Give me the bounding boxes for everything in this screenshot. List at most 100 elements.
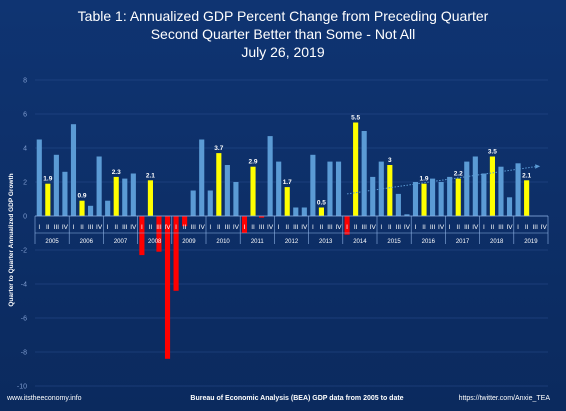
bar	[430, 178, 436, 216]
bar	[318, 207, 324, 216]
bar	[113, 176, 119, 216]
quarter-label: III	[190, 224, 196, 231]
quarter-label: I	[278, 224, 280, 231]
year-label: 2006	[80, 239, 94, 245]
bar	[472, 156, 478, 216]
quarter-label: II	[114, 224, 118, 231]
data-label: 3.7	[214, 145, 223, 152]
trendline	[347, 164, 541, 195]
quarter-label: II	[422, 224, 426, 231]
bar	[182, 216, 188, 227]
bar	[130, 173, 136, 216]
bar	[293, 207, 299, 216]
bar	[173, 216, 179, 291]
bar	[404, 214, 410, 216]
bar	[438, 182, 444, 216]
quarter-label: IV	[472, 224, 479, 231]
y-tick-label: 6	[23, 112, 27, 119]
quarter-label: III	[225, 224, 231, 231]
quarter-label: IV	[164, 224, 171, 231]
quarter-label: II	[46, 224, 50, 231]
quarter-label: II	[491, 224, 495, 231]
bar	[387, 165, 393, 216]
bar-series	[36, 122, 530, 359]
quarter-label: III	[259, 224, 265, 231]
footer-website: www.itstheeconomy.info	[6, 395, 82, 402]
quarter-label: II	[183, 224, 187, 231]
quarter-label: II	[149, 224, 153, 231]
bar	[335, 161, 342, 216]
bar	[241, 216, 248, 233]
quarter-label: I	[209, 224, 211, 231]
bar	[250, 166, 256, 216]
bar	[79, 200, 85, 216]
quarter-label: IV	[541, 224, 548, 231]
bar	[344, 216, 350, 235]
quarter-label: III	[293, 224, 299, 231]
quarter-label: I	[483, 224, 485, 231]
footer-twitter: https://twitter.com/Anxie_TEA	[459, 395, 551, 402]
data-label: 1.7	[283, 179, 292, 186]
year-label: 2007	[114, 239, 128, 245]
bar	[481, 173, 487, 216]
bar	[464, 161, 470, 216]
bar	[233, 182, 239, 216]
data-label: 0.5	[317, 200, 326, 207]
data-label: 2.2	[454, 171, 463, 178]
y-axis-ticks: 8 6 4 2 0 -2 -4 -6 -8 -10	[17, 78, 27, 391]
quarter-label: II	[217, 224, 221, 231]
bar	[224, 165, 230, 216]
data-label: 3.5	[488, 149, 497, 156]
year-label: 2014	[353, 239, 367, 245]
quarter-label: IV	[404, 224, 411, 231]
quarter-label: I	[449, 224, 451, 231]
bar	[216, 153, 222, 216]
data-label: 2.1	[146, 172, 155, 179]
bar	[62, 171, 68, 216]
bar	[122, 178, 128, 216]
year-label: 2016	[422, 239, 436, 245]
bar	[524, 180, 530, 216]
chart-date: July 26, 2019	[241, 44, 324, 60]
chart-title: Table 1: Annualized GDP Percent Change f…	[78, 8, 489, 24]
quarter-label: IV	[199, 224, 206, 231]
quarter-label: II	[285, 224, 289, 231]
data-label: 2.1	[522, 172, 531, 179]
quarter-label: II	[320, 224, 324, 231]
bar	[276, 161, 282, 216]
bar	[259, 216, 265, 218]
quarter-label: IV	[370, 224, 377, 231]
quarter-label: II	[80, 224, 84, 231]
year-label: 2011	[251, 239, 265, 245]
y-tick-label: -10	[17, 384, 27, 391]
year-label: 2015	[387, 239, 401, 245]
y-tick-label: 0	[23, 214, 27, 221]
quarter-label: I	[312, 224, 314, 231]
year-label: 2013	[319, 239, 333, 245]
data-label: 1.9	[43, 176, 52, 183]
bar	[353, 122, 359, 216]
y-axis-title: Quarter to Quarter Annualized GDP Growth	[8, 173, 15, 306]
year-label: 2012	[285, 239, 299, 245]
year-label: 2010	[216, 239, 230, 245]
bar	[370, 176, 376, 216]
bar	[421, 183, 427, 216]
data-label: 2.9	[249, 159, 258, 166]
year-label: 2017	[456, 239, 470, 245]
x-axis: I II III IV I II III IV I II III IV I II III IV I II III IV…	[34, 215, 549, 245]
quarter-label: III	[156, 224, 162, 231]
data-label: 0.9	[78, 193, 87, 200]
quarter-label: I	[38, 224, 40, 231]
quarter-label: I	[517, 224, 519, 231]
bar	[36, 139, 42, 216]
trendline-arrow	[535, 164, 541, 169]
quarter-label: I	[244, 224, 246, 231]
year-label: 2008	[148, 239, 162, 245]
quarter-label: II	[456, 224, 460, 231]
chart-subtitle: Second Quarter Better than Some - Not Al…	[151, 26, 416, 42]
quarter-label: I	[141, 224, 143, 231]
quarter-label: III	[88, 224, 94, 231]
quarter-label: II	[388, 224, 392, 231]
